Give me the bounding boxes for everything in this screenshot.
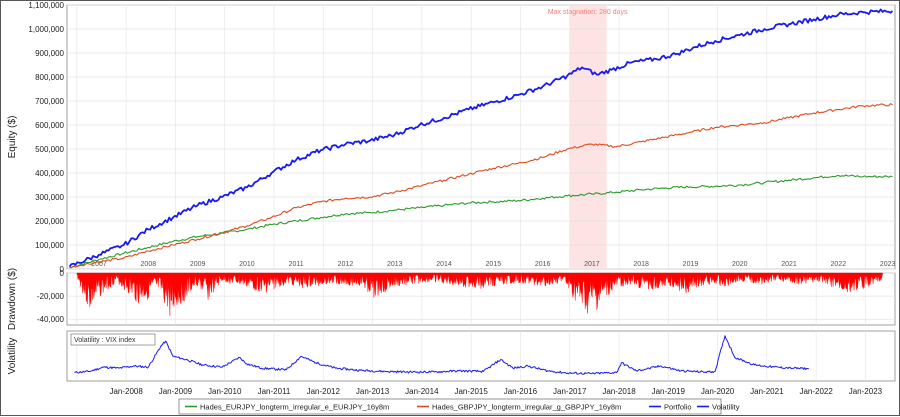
volatility-line: [74, 335, 809, 375]
volatility-panel: [66, 330, 896, 382]
equity-ylabel: Equity ($): [7, 116, 18, 159]
equity-year-label: 2016: [535, 261, 551, 268]
equity-y-tick: 1,000,000: [28, 25, 64, 34]
volatility-x-tick: Jan-2008: [109, 387, 143, 396]
drawdown-y-tick: -40,000: [37, 315, 65, 324]
volatility-x-tick: Jan-2011: [258, 387, 291, 396]
equity-year-label: 2020: [732, 261, 748, 268]
volatility-x-tick: Jan-2015: [454, 387, 488, 396]
drawdown-y-tick: 0: [60, 269, 65, 278]
equity-year-label: 2007: [91, 261, 107, 268]
volatility-x-tick: Jan-2023: [849, 387, 883, 396]
equity-series-line: [69, 174, 893, 269]
equity-y-tick: 800,000: [35, 73, 64, 82]
equity-year-label: 2008: [141, 261, 157, 268]
drawdown-y-tick: -20,000: [37, 292, 65, 301]
volatility-x-tick: Jan-2017: [553, 387, 587, 396]
equity-year-label: 2010: [239, 261, 255, 268]
equity-series: [68, 8, 894, 269]
legend-label: Volatility: [712, 403, 740, 412]
stagnation-band: [569, 5, 607, 269]
equity-year-label: 2015: [486, 261, 502, 268]
drawdown-area: [76, 272, 883, 316]
equity-y-tick: 200,000: [35, 217, 64, 226]
equity-y-tick: 300,000: [35, 193, 64, 202]
equity-year-label: 2021: [781, 261, 797, 268]
volatility-x-tick: Jan-2012: [307, 387, 341, 396]
volatility-ylabel: Volatility: [7, 338, 18, 375]
legend-label: Hades_GBPJPY_longterm_irregular_g_GBPJPY…: [432, 403, 621, 412]
equity-year-label: 2017: [584, 261, 600, 268]
volatility-x-tick: Jan-2021: [750, 387, 784, 396]
stagnation-label: Max stagnation: 280 days: [548, 9, 628, 16]
equity-y-tick: 1,100,000: [28, 1, 64, 10]
legend-label: Portfolio: [664, 403, 692, 412]
volatility-x-ticks: Jan-2008 Jan-2009 Jan-2010 Jan-2011 Jan-2012…: [109, 387, 882, 396]
equity-y-tick: 400,000: [35, 169, 64, 178]
volatility-x-tick: Jan-2010: [208, 387, 242, 396]
legend-label: Hades_EURJPY_longterm_irregular_e_EURJPY…: [200, 403, 389, 412]
equity-year-labels: 2007 2008 2009 2010 2011 2012 2013 2014 2015 2016…: [91, 261, 895, 268]
equity-year-label: 2014: [436, 261, 452, 268]
equity-y-tick: 0: [60, 265, 65, 274]
volatility-x-tick: Jan-2022: [799, 387, 833, 396]
drawdown-ylabel: Drawdown ($): [7, 268, 18, 330]
equity-y-tick: 600,000: [35, 121, 64, 130]
volatility-x-tick: Jan-2013: [356, 387, 390, 396]
equity-series-line: [68, 8, 894, 268]
volatility-x-tick: Jan-2014: [405, 387, 439, 396]
equity-year-label: 2011: [289, 261, 304, 268]
equity-panel: [66, 4, 896, 270]
legend: Hades_EURJPY_longterm_irregular_e_EURJPY…: [185, 403, 740, 412]
volatility-x-tick: Jan-2020: [701, 387, 735, 396]
volatility-x-tick: Jan-2019: [652, 387, 686, 396]
equity-y-tick: 500,000: [35, 145, 64, 154]
volatility-box-label-bg: [70, 333, 156, 346]
equity-y-ticks: 0 100,000 200,000 300,000 400,000 500,000 600,…: [28, 1, 64, 274]
equity-year-label: 2022: [831, 261, 847, 268]
legend-box: [178, 398, 722, 415]
equity-year-label: 2019: [683, 261, 699, 268]
equity-year-label: 2018: [633, 261, 649, 268]
volatility-x-tick: Jan-2009: [159, 387, 193, 396]
equity-y-tick: 100,000: [35, 241, 64, 250]
drawdown-y-ticks: 0 -20,000 -40,000: [37, 269, 65, 324]
equity-y-tick: 700,000: [35, 97, 64, 106]
volatility-x-tick: Jan-2018: [602, 387, 636, 396]
equity-year-label: 2023: [880, 261, 896, 268]
volatility-series: [74, 335, 809, 375]
volatility-x-tick: Jan-2016: [504, 387, 538, 396]
equity-series-line: [69, 103, 893, 269]
equity-year-label: 2009: [190, 261, 206, 268]
equity-year-label: 2013: [387, 261, 403, 268]
drawdown-series: [76, 272, 883, 316]
volatility-box-label: Volatility : VIX index: [74, 337, 136, 344]
equity-y-tick: 900,000: [35, 49, 64, 58]
equity-year-label: 2012: [338, 261, 354, 268]
